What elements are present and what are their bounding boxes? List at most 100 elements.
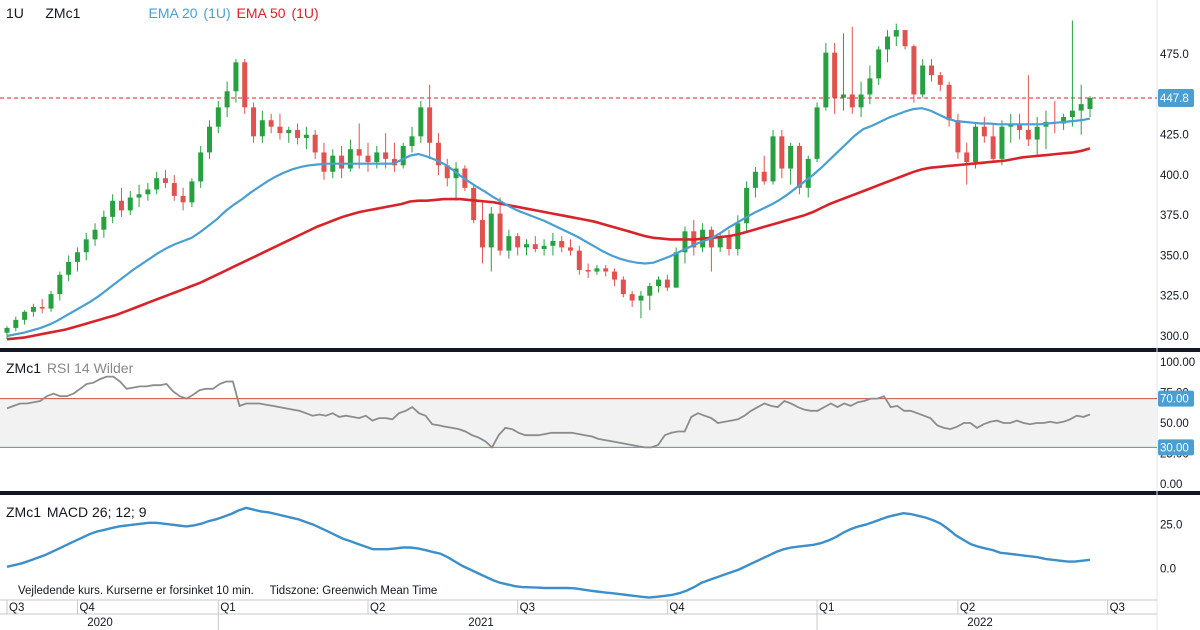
candle[interactable] bbox=[1069, 110, 1075, 118]
candle[interactable] bbox=[66, 261, 72, 275]
candle[interactable] bbox=[207, 126, 213, 153]
candle[interactable] bbox=[383, 152, 389, 159]
candle[interactable] bbox=[770, 136, 776, 182]
candle[interactable] bbox=[744, 187, 750, 224]
candle[interactable] bbox=[488, 213, 494, 248]
candle[interactable] bbox=[57, 274, 63, 295]
candle[interactable] bbox=[259, 120, 265, 137]
candle[interactable] bbox=[180, 195, 186, 203]
candle[interactable] bbox=[682, 231, 688, 253]
candle[interactable] bbox=[39, 306, 45, 309]
candle[interactable] bbox=[356, 149, 362, 156]
macd-symbol[interactable]: ZMc1 bbox=[6, 504, 41, 520]
candle[interactable] bbox=[506, 236, 512, 251]
candle[interactable] bbox=[83, 239, 89, 253]
candle[interactable] bbox=[1025, 129, 1031, 140]
candle[interactable] bbox=[840, 94, 846, 98]
candle[interactable] bbox=[189, 181, 195, 203]
candle[interactable] bbox=[664, 279, 670, 288]
candle[interactable] bbox=[154, 178, 160, 190]
candle[interactable] bbox=[858, 94, 864, 108]
candle[interactable] bbox=[418, 107, 424, 137]
candle[interactable] bbox=[347, 149, 353, 169]
candle[interactable] bbox=[849, 94, 855, 108]
candle[interactable] bbox=[224, 91, 230, 108]
candle[interactable] bbox=[409, 136, 415, 146]
candle[interactable] bbox=[779, 136, 785, 169]
candle[interactable] bbox=[867, 78, 873, 95]
candle[interactable] bbox=[251, 107, 257, 137]
candle[interactable] bbox=[884, 36, 890, 50]
candle[interactable] bbox=[937, 75, 943, 85]
candle[interactable] bbox=[1034, 126, 1040, 140]
candle[interactable] bbox=[973, 126, 979, 163]
symbol-label[interactable]: ZMc1 bbox=[45, 5, 81, 21]
ema50-line[interactable] bbox=[6, 147, 1091, 341]
candle[interactable] bbox=[876, 49, 882, 79]
candle[interactable] bbox=[550, 240, 556, 246]
candle[interactable] bbox=[295, 129, 301, 138]
candle[interactable] bbox=[673, 252, 679, 288]
candle[interactable] bbox=[374, 152, 380, 163]
ema50-label[interactable]: EMA 50 bbox=[236, 5, 286, 21]
candle[interactable] bbox=[127, 197, 133, 211]
candle[interactable] bbox=[964, 152, 970, 163]
candle[interactable] bbox=[435, 142, 441, 166]
candle[interactable] bbox=[752, 171, 758, 188]
candle[interactable] bbox=[990, 136, 996, 159]
candle[interactable] bbox=[929, 65, 935, 76]
candle[interactable] bbox=[145, 189, 151, 195]
candle[interactable] bbox=[242, 62, 248, 108]
candle[interactable] bbox=[955, 120, 961, 153]
rsi-line[interactable] bbox=[6, 375, 1091, 449]
candle[interactable] bbox=[1087, 98, 1093, 109]
candle[interactable] bbox=[136, 194, 142, 198]
candle[interactable] bbox=[30, 306, 36, 312]
candle[interactable] bbox=[312, 134, 318, 153]
candle[interactable] bbox=[999, 126, 1005, 159]
candle[interactable] bbox=[233, 62, 239, 92]
candle[interactable] bbox=[515, 236, 521, 248]
candle[interactable] bbox=[110, 200, 116, 217]
macd-line[interactable] bbox=[6, 506, 1091, 599]
rsi-label[interactable]: RSI 14 Wilder bbox=[46, 360, 134, 376]
candle[interactable] bbox=[286, 129, 292, 134]
candle[interactable] bbox=[74, 252, 80, 262]
candle[interactable] bbox=[717, 236, 723, 248]
candle[interactable] bbox=[92, 229, 98, 240]
candle[interactable] bbox=[1078, 104, 1084, 111]
candle[interactable] bbox=[479, 220, 485, 248]
candle[interactable] bbox=[101, 216, 107, 230]
candle[interactable] bbox=[832, 52, 838, 98]
candle[interactable] bbox=[638, 295, 644, 301]
candle[interactable] bbox=[920, 65, 926, 95]
candle[interactable] bbox=[629, 294, 635, 301]
rsi-symbol[interactable]: ZMc1 bbox=[6, 360, 41, 376]
candle[interactable] bbox=[893, 30, 899, 37]
candle[interactable] bbox=[612, 271, 618, 280]
candle[interactable] bbox=[444, 165, 450, 179]
candle[interactable] bbox=[365, 155, 371, 163]
candle[interactable] bbox=[523, 244, 529, 248]
candle[interactable] bbox=[559, 240, 565, 248]
candle[interactable] bbox=[171, 183, 177, 196]
candle[interactable] bbox=[981, 126, 987, 137]
candle[interactable] bbox=[761, 171, 767, 182]
candle[interactable] bbox=[814, 107, 820, 159]
candle[interactable] bbox=[541, 245, 547, 250]
candle[interactable] bbox=[576, 250, 582, 270]
candle[interactable] bbox=[585, 269, 591, 272]
candle[interactable] bbox=[13, 319, 19, 328]
candle[interactable] bbox=[277, 126, 283, 134]
candle[interactable] bbox=[400, 146, 406, 166]
candle[interactable] bbox=[603, 268, 609, 272]
candle[interactable] bbox=[823, 52, 829, 108]
candle[interactable] bbox=[1061, 117, 1067, 124]
candle[interactable] bbox=[162, 178, 168, 184]
candle[interactable] bbox=[796, 146, 802, 188]
candle[interactable] bbox=[427, 107, 433, 143]
candle[interactable] bbox=[22, 311, 28, 320]
ema20-label[interactable]: EMA 20 bbox=[148, 5, 198, 21]
candle[interactable] bbox=[620, 279, 626, 295]
candle[interactable] bbox=[48, 294, 54, 309]
